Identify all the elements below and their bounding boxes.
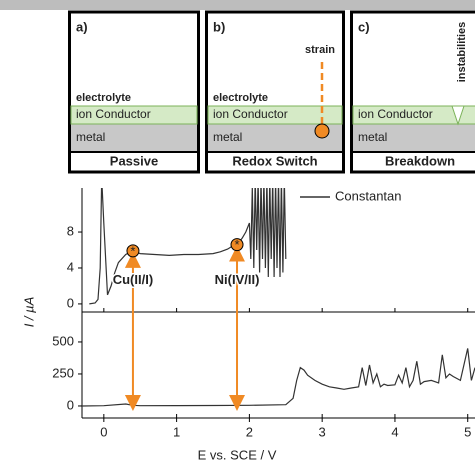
electrolyte-label: electrolyte — [76, 92, 131, 104]
panel-caption: Breakdown — [385, 153, 455, 168]
annotation: strain — [305, 44, 335, 56]
y-axis-label: I / µA — [21, 297, 36, 328]
annotation-star: * — [130, 243, 135, 258]
x-tick-label: 0 — [100, 424, 107, 439]
annotation-star: * — [234, 237, 239, 252]
annotation-label: Cu(II/I) — [113, 272, 153, 287]
panels: a) electrolyte ion Conductor metal Passive b)… — [68, 10, 475, 174]
conductor-layer — [207, 105, 343, 125]
x-tick-label: 3 — [319, 424, 326, 439]
annotation-marker — [126, 244, 140, 258]
panel-label: c) — [358, 19, 370, 34]
panel-caption: Passive — [110, 153, 158, 168]
annotation: instabilities — [456, 22, 468, 83]
y-tick-label: 250 — [52, 365, 74, 380]
chart: 0 4 8 Constantan I / µA 0 250 500 0 1 2 3 4 5 E vs. SC… — [21, 188, 475, 462]
x-tick-label: 4 — [391, 424, 398, 439]
y-tick-label: 8 — [67, 223, 74, 238]
top-bar — [0, 0, 475, 10]
legend-label: Constantan — [335, 188, 402, 203]
x-axis-label: E vs. SCE / V — [198, 447, 277, 462]
metal-layer — [71, 124, 197, 152]
y-tick-label: 0 — [67, 397, 74, 412]
panel-label: b) — [213, 19, 225, 34]
crack — [451, 105, 465, 126]
x-tick-label: 5 — [464, 424, 471, 439]
conductor-label: ion Conductor — [76, 107, 151, 121]
data-line — [82, 348, 475, 407]
conductor-label: ion Conductor — [358, 107, 433, 121]
strain-point — [314, 123, 330, 139]
data-line — [89, 188, 287, 305]
y-tick-label: 4 — [67, 259, 74, 274]
metal-label: metal — [76, 130, 105, 144]
conductor-label: ion Conductor — [213, 107, 288, 121]
panel-caption: Redox Switch — [232, 153, 317, 168]
panel-label: a) — [76, 19, 88, 34]
conductor-layer — [70, 105, 198, 125]
annotation-label: Ni(IV/II) — [215, 272, 260, 287]
y-tick-label: 500 — [52, 333, 74, 348]
electrolyte-label: electrolyte — [213, 92, 268, 104]
x-tick-label: 2 — [246, 424, 253, 439]
metal-label: metal — [358, 130, 387, 144]
metal-label: metal — [213, 130, 242, 144]
y-tick-label: 0 — [67, 295, 74, 310]
conductor-layer — [352, 105, 475, 125]
x-tick-label: 1 — [173, 424, 180, 439]
metal-layer — [353, 124, 475, 152]
annotation-marker — [230, 238, 244, 252]
